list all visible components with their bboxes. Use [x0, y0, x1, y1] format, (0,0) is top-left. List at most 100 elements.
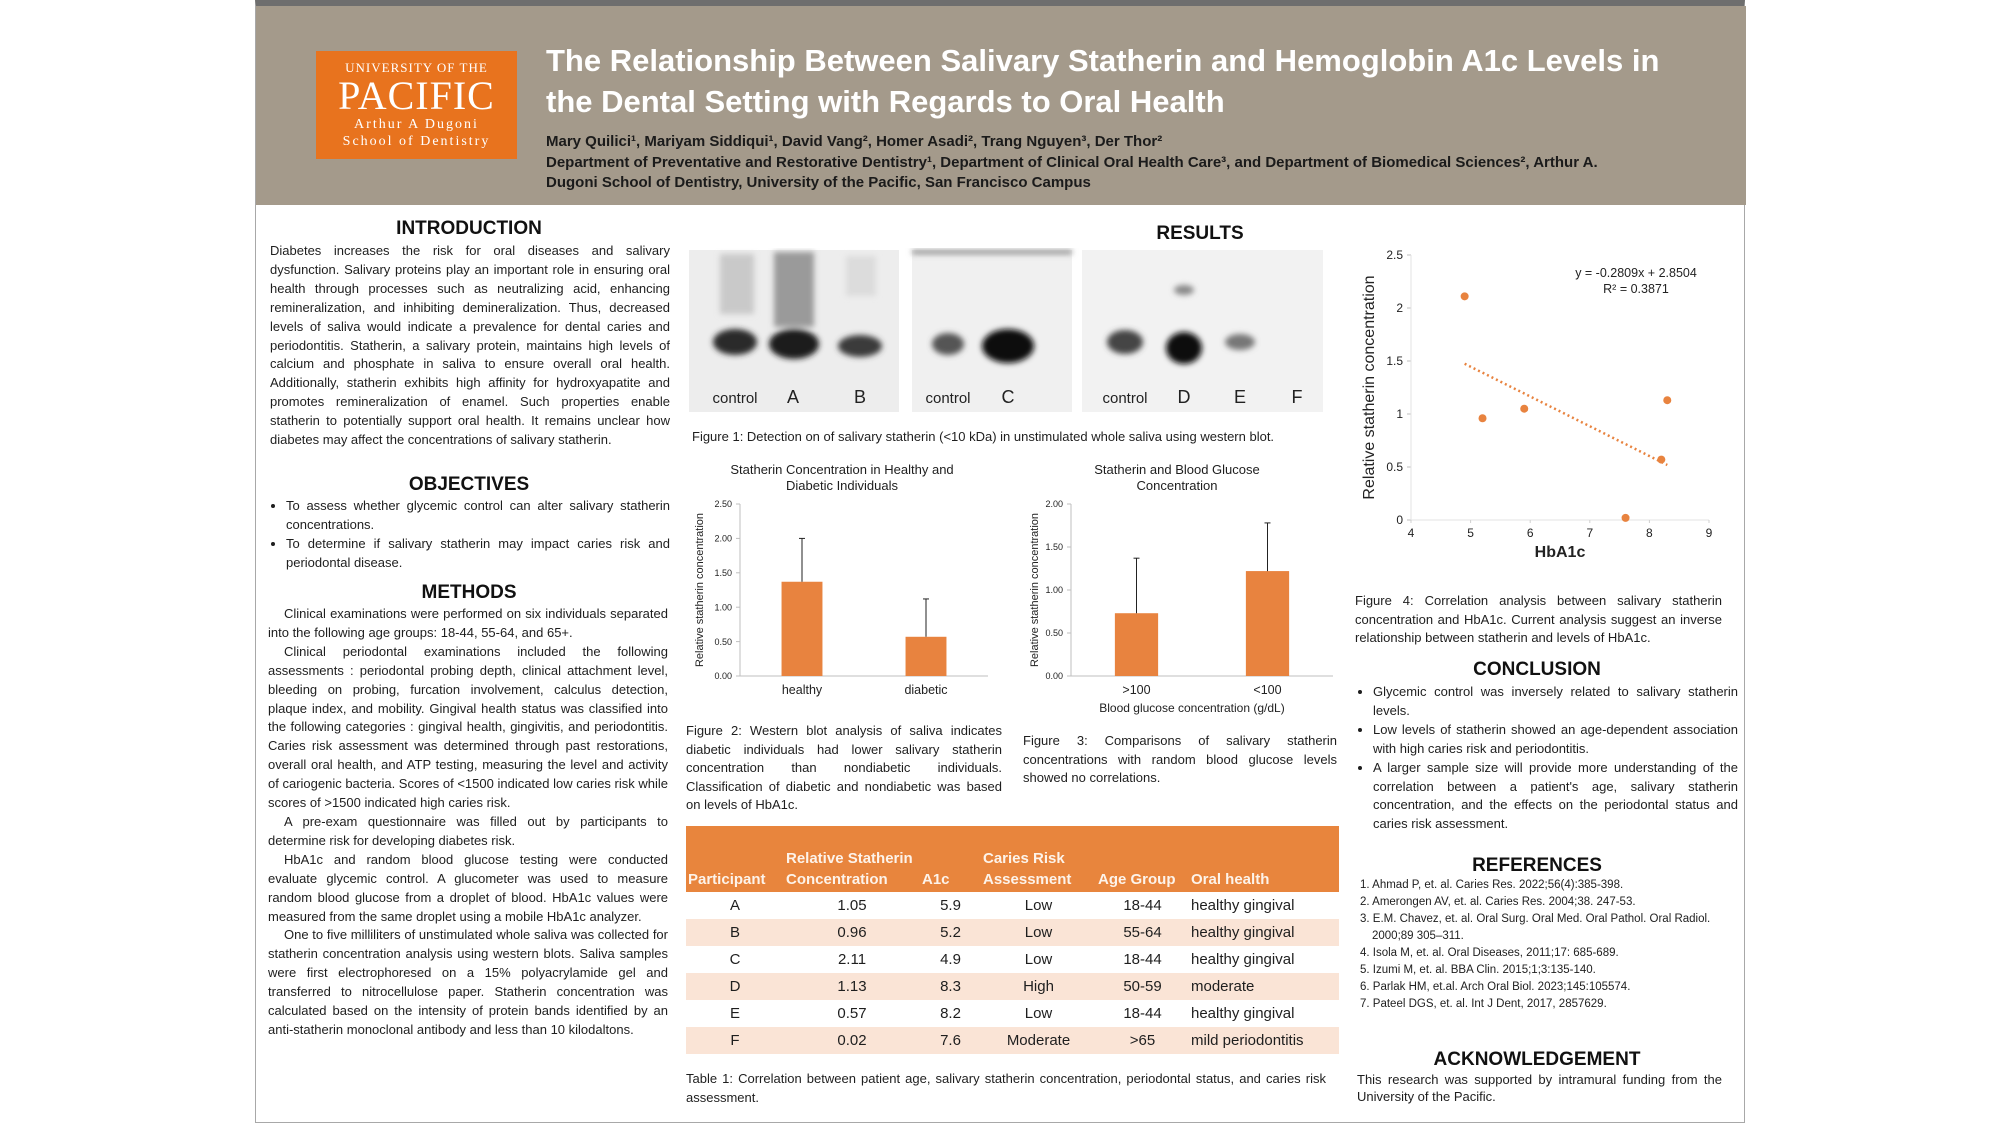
logo: UNIVERSITY OF THE PACIFIC Arthur A Dugon… [316, 51, 517, 159]
y-tick-label: 2.00 [1045, 499, 1063, 509]
data-point [1663, 396, 1672, 405]
lane-label: control [925, 390, 970, 407]
data-point [1478, 414, 1487, 423]
y-tick-label: 1.00 [1045, 585, 1063, 595]
acknowledgement-text: This research was supported by intramura… [1357, 1072, 1722, 1104]
y-tick-label: 1.50 [1045, 542, 1063, 552]
objective-item: To determine if salivary statherin may i… [286, 535, 670, 573]
table-cell: 1.13 [784, 973, 920, 1000]
bar [1245, 571, 1290, 676]
y-tick-label: 2.50 [714, 499, 732, 509]
table-cell: 0.02 [784, 1027, 920, 1054]
table-cell: 18-44 [1123, 897, 1162, 914]
x-tick-label: diabetic [904, 683, 947, 697]
table-cell: mild periodontitis [1189, 1027, 1339, 1054]
table-cell: Low [981, 919, 1096, 946]
objectives-list: To assess whether glycemic control can a… [270, 497, 670, 573]
table-row: B 0.96 5.2 Low 55-64 healthy gingival [686, 919, 1339, 946]
x-tick-label: <100 [1253, 683, 1281, 697]
column-header: Relative Statherin Concentration [784, 826, 920, 892]
y-tick-label: 0.50 [1045, 628, 1063, 638]
reference-item: 4. Isola M, et. al. Oral Diseases, 2011;… [1360, 947, 1619, 959]
section-heading: ACKNOWLEDGEMENT [1433, 1049, 1641, 1070]
annotation: y = -0.2809x + 2.8504 [1575, 266, 1697, 280]
table-cell: F [686, 1027, 784, 1054]
table-cell: healthy gingival [1191, 951, 1295, 968]
trendline [1464, 362, 1668, 467]
data-point [1460, 292, 1469, 301]
lane-label: F [1292, 387, 1303, 407]
table-row: A 1.05 5.9 Low 18-44 healthy gingival [686, 892, 1339, 919]
logo-line: School of Dentistry [342, 134, 491, 149]
y-tick-label: 1.00 [714, 602, 732, 612]
y-tick-label: 1 [1396, 407, 1403, 421]
y-tick-label: 0 [1396, 513, 1403, 527]
section-heading: INTRODUCTION [396, 218, 542, 239]
column-header: A1c [920, 826, 981, 892]
methods-paragraph: Clinical periodontal examinations includ… [268, 643, 668, 811]
reference-item: 7. Pateel DGS, et. al. Int J Dent, 2017,… [1360, 998, 1607, 1010]
reference-item: 3. E.M. Chavez, et. al. Oral Surg. Oral … [1360, 913, 1711, 942]
lane-label: B [854, 387, 866, 407]
y-tick-label: 2.00 [714, 534, 732, 544]
x-tick-label: >100 [1122, 683, 1150, 697]
annotation: R² = 0.3871 [1603, 282, 1669, 296]
figure-caption: Figure 4: Correlation analysis between s… [1355, 593, 1722, 645]
section-heading: REFERENCES [1472, 855, 1602, 876]
x-tick-label: 5 [1467, 526, 1474, 540]
data-table: Participant Relative Statherin Concentrat… [686, 826, 1339, 1054]
lane-label: D [1178, 387, 1191, 407]
figure-caption: Figure 2: Western blot analysis of saliv… [686, 723, 1002, 812]
table-cell: Low [1024, 951, 1053, 968]
table-cell: C [729, 951, 741, 968]
table-cell: 8.3 [920, 973, 981, 1000]
table-cell: Low [1024, 897, 1053, 914]
table-cell: Low [1024, 1005, 1053, 1022]
methods-paragraph: One to five milliliters of unstimulated … [268, 927, 668, 1037]
authors: Mary Quilici¹, Mariyam Siddiqui¹, David … [546, 133, 1163, 150]
x-tick-label: 4 [1408, 526, 1415, 540]
table-cell: 18-44 [1123, 1005, 1162, 1022]
lane-label: A [787, 387, 799, 407]
table-header-row: Participant Relative Statherin Concentrat… [686, 826, 1339, 892]
x-tick-label: 9 [1706, 526, 1713, 540]
table-cell: >65 [1096, 1027, 1189, 1054]
conclusion-item: Low levels of statherin showed an age-de… [1373, 721, 1738, 759]
x-tick-label: healthy [782, 683, 823, 697]
chart-title: Statherin and Blood Glucose Concentratio… [1094, 462, 1260, 493]
x-tick-label: 7 [1586, 526, 1593, 540]
column-header: Oral health [1189, 826, 1339, 892]
methods-paragraph: A pre-exam questionnaire was filled out … [268, 813, 668, 848]
section-heading: RESULTS [1156, 223, 1244, 244]
table-cell: D [686, 973, 784, 1000]
x-tick-label: 8 [1646, 526, 1653, 540]
affiliations: Department of Preventative and Restorati… [546, 154, 1598, 191]
y-tick-label: 2.5 [1386, 248, 1403, 262]
methods-body: Clinical examinations were performed on … [268, 605, 668, 1040]
logo-line: Arthur A Dugoni [354, 117, 479, 132]
table-cell: 1.05 [837, 897, 867, 914]
conclusion-list: Glycemic control was inversely related t… [1357, 683, 1738, 834]
reference-item: 6. Parlak HM, et.al. Arch Oral Biol. 202… [1360, 981, 1631, 993]
table-cell: healthy gingival [1191, 1005, 1295, 1022]
logo-line: UNIVERSITY OF THE [345, 60, 488, 75]
table-cell: 5.9 [940, 897, 961, 914]
y-tick-label: 0.00 [1045, 671, 1063, 681]
table-cell: B [686, 919, 784, 946]
bar-chart: 0.00 0.50 1.00 1.50 2.00 2.50 Relative stather… [694, 499, 988, 697]
y-tick-label: 0.5 [1386, 460, 1403, 474]
table-cell: 0.57 [837, 1005, 867, 1022]
table-cell: moderate [1189, 973, 1339, 1000]
figure-caption: Figure 3: Comparisons of salivary stathe… [1023, 733, 1337, 785]
column-header: Age Group [1096, 826, 1189, 892]
table-cell: A [729, 897, 740, 914]
table-cell: 2.11 [837, 951, 867, 968]
data-point [1657, 455, 1666, 464]
conclusion-item: Glycemic control was inversely related t… [1373, 683, 1738, 721]
table-cell: 18-44 [1123, 951, 1162, 968]
table-cell: 7.6 [920, 1027, 981, 1054]
column-header: Participant [686, 826, 784, 892]
column-header: Caries Risk Assessment [981, 826, 1096, 892]
lane-label: control [1102, 390, 1147, 407]
